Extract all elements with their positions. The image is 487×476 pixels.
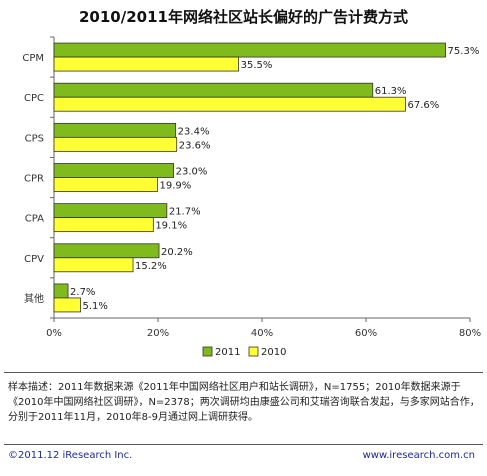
category-label: CPC bbox=[24, 93, 44, 104]
sample-description: 样本描述：2011年数据来源《2011年中国网络社区用户和站长调研》，N=175… bbox=[8, 382, 480, 423]
bar-2010 bbox=[53, 257, 134, 273]
category-label: CPA bbox=[25, 214, 44, 225]
legend-label-2010: 2010 bbox=[261, 347, 286, 358]
bar-chart: 0% 20% 40% 60% 80% CPM 75.3% 35.5% CPC 61.3%67.6%… bbox=[22, 36, 481, 358]
category-label: 其他 bbox=[24, 292, 44, 305]
data-label-2011: 23.4% bbox=[178, 126, 210, 137]
category-label: CPV bbox=[24, 254, 44, 265]
data-label-2010: 35.5% bbox=[241, 60, 273, 71]
legend-label-2011: 2011 bbox=[215, 347, 240, 358]
data-label-2010: 67.6% bbox=[408, 100, 440, 111]
x-tick-label: 20% bbox=[147, 328, 169, 339]
divider-bottom bbox=[4, 444, 483, 445]
x-tick-label: 0% bbox=[46, 328, 62, 339]
bar-2010 bbox=[53, 217, 154, 233]
copyright-text: ©2011.12 iResearch Inc. bbox=[8, 450, 133, 461]
data-label-2010: 23.6% bbox=[179, 140, 211, 151]
legend-swatch-2010 bbox=[248, 346, 259, 357]
chart-title: 2010/2011年网络社区站长偏好的广告计费方式 bbox=[79, 8, 408, 26]
data-label-2011: 61.3% bbox=[375, 86, 407, 97]
data-label-2011: 20.2% bbox=[161, 247, 193, 258]
bar-2010 bbox=[53, 177, 158, 192]
bar-2010 bbox=[53, 96, 406, 112]
bar-2011 bbox=[53, 163, 174, 178]
data-label-2010: 19.1% bbox=[155, 221, 187, 232]
bar-2011 bbox=[53, 243, 160, 259]
data-label-2010: 5.1% bbox=[83, 301, 108, 312]
category-label: CPS bbox=[25, 133, 44, 144]
bar-2010 bbox=[53, 56, 240, 72]
bar-2010 bbox=[53, 136, 178, 152]
website-text: www.iresearch.com.cn bbox=[362, 450, 475, 461]
x-tick-label: 40% bbox=[251, 328, 273, 339]
data-label-2010: 19.9% bbox=[159, 181, 191, 192]
x-tick-label: 80% bbox=[459, 328, 481, 339]
bar-2011 bbox=[53, 42, 446, 58]
data-label-2010: 15.2% bbox=[135, 261, 167, 272]
data-label-2011: 21.7% bbox=[169, 207, 201, 218]
divider-top bbox=[4, 372, 483, 373]
bar-2011 bbox=[53, 122, 177, 138]
category-label: CPM bbox=[22, 53, 44, 64]
x-tick-label: 60% bbox=[355, 328, 377, 339]
bar-2011 bbox=[53, 283, 69, 299]
bar-2011 bbox=[53, 82, 374, 98]
bar-2011 bbox=[53, 203, 168, 219]
data-label-2011: 2.7% bbox=[70, 287, 95, 298]
data-label-2011: 23.0% bbox=[176, 167, 208, 178]
category-label: CPR bbox=[24, 174, 44, 185]
bar-2010 bbox=[53, 297, 81, 313]
data-label-2011: 75.3% bbox=[448, 46, 480, 57]
legend-swatch-2011 bbox=[202, 346, 213, 357]
